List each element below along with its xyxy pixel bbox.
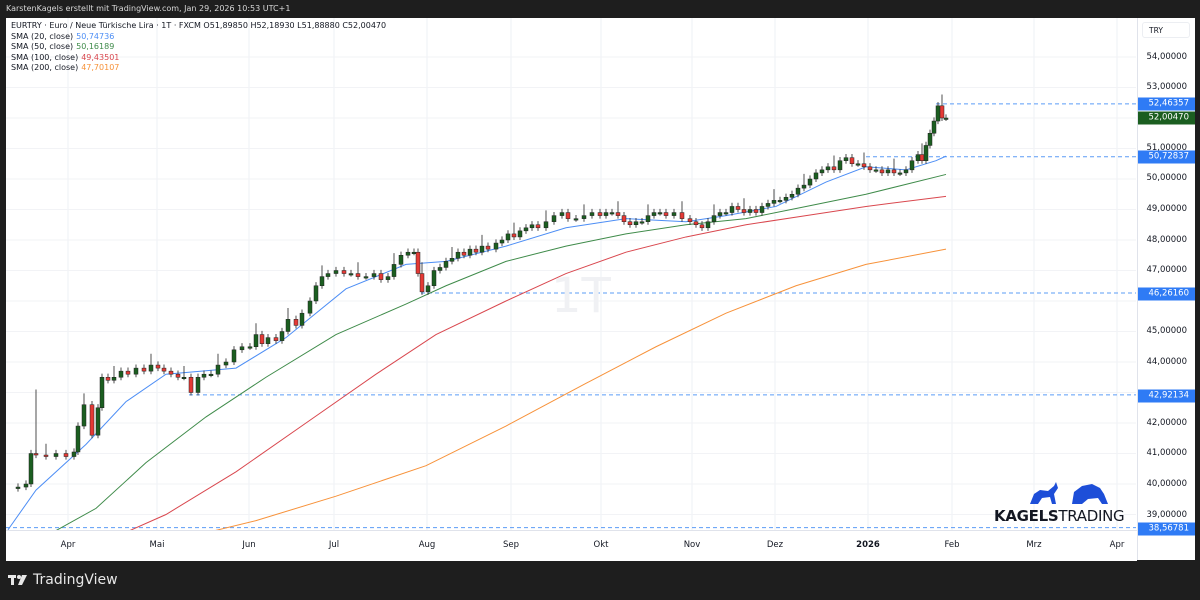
tradingview-wordmark: TradingView [33, 572, 118, 588]
indicator-label: SMA (20, close) [11, 31, 74, 41]
price-label-last: 52,00470 [1138, 111, 1195, 125]
price-tick: 41,00000 [1146, 448, 1187, 458]
price-tick: 40,00000 [1146, 479, 1187, 489]
tradingview-footer[interactable]: TradingView [8, 569, 118, 591]
indicator-value: 50,16189 [76, 42, 115, 51]
indicator-sma20[interactable]: SMA (20, close) 50,74736 [11, 32, 386, 43]
time-axis[interactable]: Apr Mai Jun Jul Aug Sep Okt Nov Dez 2026… [6, 530, 1137, 561]
chart-legend: EURTRY · Euro / Neue Türkische Lira · 1T… [11, 21, 386, 74]
interval-watermark: 1T [551, 268, 611, 324]
price-label-line: 50,72837 [1138, 150, 1195, 164]
indicator-sma200[interactable]: SMA (200, close) 47,70107 [11, 63, 386, 74]
indicator-sma50[interactable]: SMA (50, close) 50,16189 [11, 42, 386, 53]
chart-plot-area[interactable]: 1T EURTRY · Euro / Neue Türkische Lira ·… [6, 18, 1136, 540]
kagels-trading-logo: KAGELSTRADING [994, 480, 1134, 530]
indicator-value: 50,74736 [76, 31, 115, 41]
indicator-sma100[interactable]: SMA (100, close) 49,43501 [11, 53, 386, 64]
price-tick: 53,00000 [1146, 82, 1187, 92]
price-tick: 51,00000 [1146, 143, 1187, 153]
price-label-line: 42,92134 [1138, 389, 1195, 403]
price-tick: 49,00000 [1146, 204, 1187, 214]
symbol-info[interactable]: EURTRY · Euro / Neue Türkische Lira · 1T… [11, 21, 387, 30]
time-label: Jul [328, 540, 340, 550]
indicator-value: 47,70107 [81, 63, 120, 72]
price-label-line-high: 52,46357 [1138, 97, 1195, 111]
tradingview-logo-icon [8, 575, 27, 585]
currency-button[interactable]: TRY [1142, 22, 1190, 38]
price-tick: 39,00000 [1146, 510, 1187, 520]
indicator-label: SMA (100, close) [11, 52, 79, 62]
price-tick: 44,00000 [1146, 357, 1187, 367]
time-label: Apr [60, 540, 76, 550]
candlestick-chart [6, 18, 1136, 540]
time-label: Mai [149, 540, 165, 550]
logo-bold-text: KAGELS [994, 507, 1059, 525]
price-label-line-low: 38,56781 [1138, 522, 1195, 536]
indicator-label: SMA (50, close) [11, 42, 74, 51]
time-label: Nov [683, 540, 701, 550]
price-tick: 42,00000 [1146, 418, 1187, 428]
time-label: Feb [944, 540, 960, 550]
price-tick: 50,00000 [1146, 173, 1187, 183]
logo-rest-text: TRADING [1058, 507, 1125, 525]
time-label: Sep [502, 540, 520, 550]
price-tick: 45,00000 [1146, 326, 1187, 336]
price-axis[interactable]: TRY 54,00000 53,00000 51,00000 50,00000 … [1137, 18, 1195, 560]
price-tick: 54,00000 [1146, 52, 1187, 62]
chart-frame: 1T EURTRY · Euro / Neue Türkische Lira ·… [6, 18, 1195, 561]
bull-bear-icon [1030, 482, 1108, 504]
price-tick: 48,00000 [1146, 235, 1187, 245]
time-label: Dez [766, 540, 784, 550]
time-label-year: 2026 [856, 540, 880, 550]
price-tick: 47,00000 [1146, 265, 1187, 275]
chart-attribution: KarstenKagels erstellt mit TradingView.c… [6, 4, 291, 13]
price-label-line: 46,26160 [1138, 287, 1195, 301]
time-label: Okt [593, 540, 609, 550]
time-label: Aug [418, 540, 436, 550]
time-label: Mrz [1026, 540, 1042, 550]
time-label: Jun [242, 540, 256, 550]
indicator-value: 49,43501 [81, 52, 120, 62]
time-label: Apr [1109, 540, 1125, 550]
indicator-label: SMA (200, close) [11, 63, 79, 72]
